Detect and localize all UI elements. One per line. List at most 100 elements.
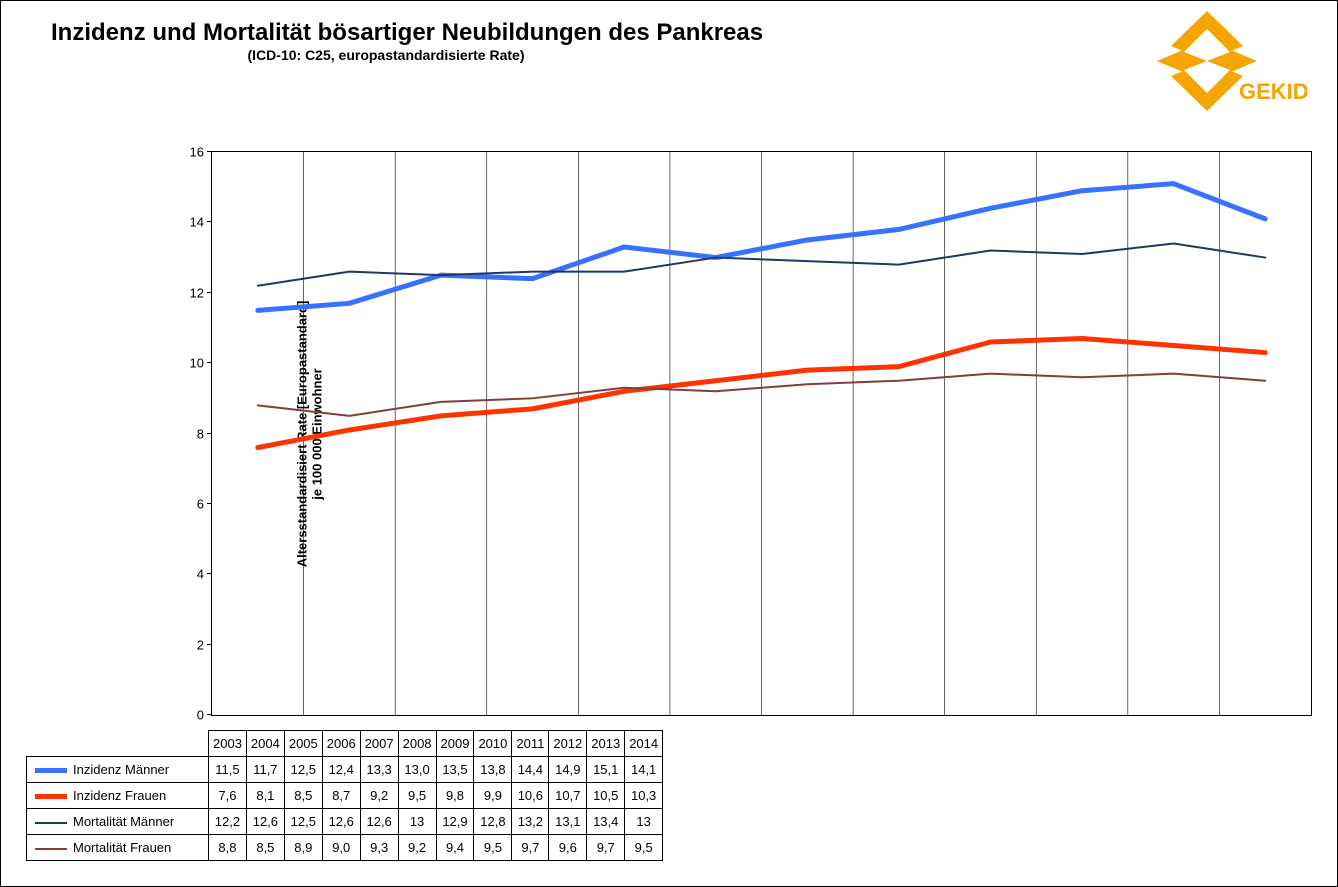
table-year-header: 2011: [512, 731, 549, 757]
legend-label-text: Inzidenz Männer: [73, 762, 169, 777]
table-year-header: 2014: [625, 731, 663, 757]
plot-region: 0246810121416: [211, 151, 1312, 716]
y-tick-label: 0: [197, 708, 204, 723]
table-cell: 13,5: [436, 757, 474, 783]
table-cell: 7,6: [209, 783, 247, 809]
y-tick-label: 16: [190, 145, 204, 160]
table-cell: 10,5: [587, 783, 625, 809]
table-cell: 9,5: [625, 835, 663, 861]
table-cell: 9,7: [512, 835, 549, 861]
table-cell: 8,5: [284, 783, 322, 809]
y-tick-label: 8: [197, 426, 204, 441]
table-cell: 9,5: [474, 835, 512, 861]
table-year-header: 2005: [284, 731, 322, 757]
plot-svg: [212, 152, 1311, 715]
y-tick-mark: [207, 221, 212, 222]
legend-label-text: Mortalität Männer: [73, 814, 174, 829]
table-cell: 13: [398, 809, 436, 835]
table-cell: 10,6: [512, 783, 549, 809]
table-cell: 12,6: [360, 809, 398, 835]
y-tick-mark: [207, 151, 212, 152]
table-row: Inzidenz Frauen7,68,18,58,79,29,59,89,91…: [27, 783, 663, 809]
table-cell: 13,1: [549, 809, 587, 835]
table-row: Inzidenz Männer11,511,712,512,413,313,01…: [27, 757, 663, 783]
table-cell: 9,7: [587, 835, 625, 861]
table-cell: 8,8: [209, 835, 247, 861]
table-cell: 12,8: [474, 809, 512, 835]
table-year-header: 2006: [322, 731, 360, 757]
table-cell: 14,9: [549, 757, 587, 783]
table-cell: 10,3: [625, 783, 663, 809]
table-cell: 12,4: [322, 757, 360, 783]
table-cell: 8,9: [284, 835, 322, 861]
y-tick-mark: [207, 503, 212, 504]
table-year-header: 2013: [587, 731, 625, 757]
chart-frame: Inzidenz und Mortalität bösartiger Neubi…: [0, 0, 1338, 887]
table-cell: 14,1: [625, 757, 663, 783]
table-year-header: 2007: [360, 731, 398, 757]
table-cell: 15,1: [587, 757, 625, 783]
table-cell: 10,7: [549, 783, 587, 809]
legend-label-text: Inzidenz Frauen: [73, 788, 166, 803]
table-series-label: Mortalität Männer: [27, 809, 209, 835]
table-cell: 13,2: [512, 809, 549, 835]
table-cell: 8,5: [246, 835, 284, 861]
y-tick-mark: [207, 714, 212, 715]
table-cell: 13,4: [587, 809, 625, 835]
table-cell: 11,5: [209, 757, 247, 783]
table-cell: 9,8: [436, 783, 474, 809]
gekid-logo: GEKID: [1127, 11, 1307, 111]
legend-swatch: [35, 768, 67, 773]
table-series-label: Mortalität Frauen: [27, 835, 209, 861]
table-cell: 9,4: [436, 835, 474, 861]
chart-area: Altersstandardisiert Rate [Europastandar…: [146, 151, 1312, 716]
table-cell: 12,5: [284, 809, 322, 835]
table-cell: 13: [625, 809, 663, 835]
legend-swatch: [35, 848, 67, 850]
table-row: Mortalität Männer12,212,612,512,612,6131…: [27, 809, 663, 835]
y-tick-mark: [207, 292, 212, 293]
table-cell: 9,5: [398, 783, 436, 809]
logo-text: GEKID: [1239, 79, 1307, 104]
table-cell: 9,0: [322, 835, 360, 861]
header: Inzidenz und Mortalität bösartiger Neubi…: [51, 19, 1287, 63]
table-cell: 8,7: [322, 783, 360, 809]
table-cell: 14,4: [512, 757, 549, 783]
table-row: Mortalität Frauen8,88,58,99,09,39,29,49,…: [27, 835, 663, 861]
y-tick-label: 4: [197, 567, 204, 582]
logo-icon: GEKID: [1127, 11, 1307, 111]
table-series-label: Inzidenz Frauen: [27, 783, 209, 809]
table-cell: 12,6: [322, 809, 360, 835]
table-year-header: 2008: [398, 731, 436, 757]
table-cell: 12,6: [246, 809, 284, 835]
table-year-header: 2010: [474, 731, 512, 757]
table-cell: 9,2: [398, 835, 436, 861]
y-tick-mark: [207, 433, 212, 434]
table-series-label: Inzidenz Männer: [27, 757, 209, 783]
table-cell: 9,9: [474, 783, 512, 809]
table-cell: 11,7: [246, 757, 284, 783]
chart-title: Inzidenz und Mortalität bösartiger Neubi…: [51, 19, 1287, 47]
chart-subtitle: (ICD-10: C25, europastandardisierte Rate…: [51, 47, 721, 63]
y-tick-label: 14: [190, 215, 204, 230]
table-year-header: 2004: [246, 731, 284, 757]
table-cell: 12,9: [436, 809, 474, 835]
legend-swatch: [35, 794, 67, 799]
table-corner-cell: [27, 731, 209, 757]
table-cell: 13,3: [360, 757, 398, 783]
table-cell: 12,2: [209, 809, 247, 835]
y-tick-mark: [207, 573, 212, 574]
table-cell: 8,1: [246, 783, 284, 809]
y-tick-label: 6: [197, 496, 204, 511]
y-tick-mark: [207, 362, 212, 363]
y-tick-label: 2: [197, 637, 204, 652]
table-cell: 9,3: [360, 835, 398, 861]
data-table: 2003200420052006200720082009201020112012…: [26, 730, 663, 861]
table-cell: 13,8: [474, 757, 512, 783]
table-header-row: 2003200420052006200720082009201020112012…: [27, 731, 663, 757]
y-tick-mark: [207, 644, 212, 645]
table-cell: 9,2: [360, 783, 398, 809]
table-year-header: 2003: [209, 731, 247, 757]
legend-label-text: Mortalität Frauen: [73, 840, 171, 855]
y-tick-label: 10: [190, 356, 204, 371]
